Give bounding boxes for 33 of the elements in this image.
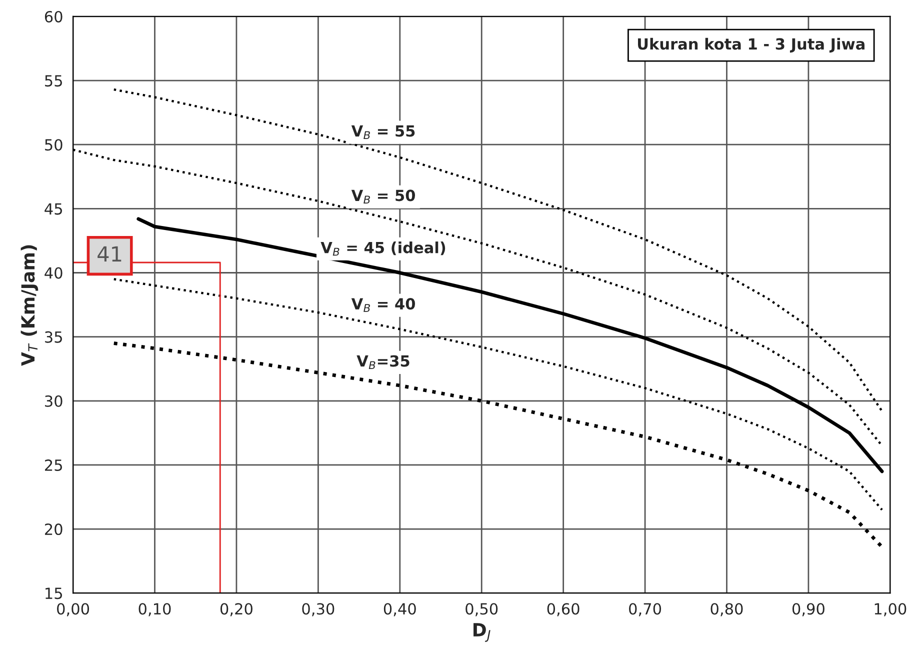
series-label: V$_{B}$ = 55 [351, 125, 415, 140]
y-tick-label: 25 [44, 459, 62, 471]
x-tick-label: 0,10 [138, 603, 171, 616]
x-tick-label: 1,00 [874, 603, 906, 616]
y-tick-label: 15 [46, 588, 62, 600]
x-axis-title: D$_{J}$ [474, 623, 490, 642]
annotation: Ukuran kota 1 - 3 Juta Jiwa [638, 38, 864, 53]
x-tick-label: 0,90 [792, 603, 824, 616]
series-label: V$_{B}$ = 50 [351, 190, 416, 204]
x-tick-label: 0,40 [384, 603, 416, 616]
x-tick-label: 0,80 [710, 603, 743, 616]
y-tick-label: 60 [44, 10, 62, 22]
series-label: V$_{B}$ = 40 [351, 298, 416, 312]
annotation: 41 [98, 246, 122, 262]
line-series [112, 278, 884, 511]
y-tick-label: 50 [45, 139, 62, 151]
series-label: V$_{B}$ = 45 (ideal) [320, 242, 446, 256]
line-series [136, 217, 884, 474]
x-tick-label: 0,50 [466, 603, 498, 616]
y-axis-title: V$_{T}$ (Km/Jam) [20, 245, 38, 366]
line-series [112, 341, 884, 549]
y-tick-label: 45 [44, 203, 62, 215]
y-tick-label: 40 [44, 267, 62, 279]
x-tick-label: 0,70 [629, 603, 662, 616]
x-tick-label: 0,30 [302, 603, 334, 616]
x-tick-label: 0,00 [57, 603, 90, 616]
y-tick-label: 55 [45, 75, 62, 87]
y-tick-label: 35 [45, 331, 62, 343]
x-tick-label: 0,60 [547, 603, 580, 616]
series-label: V$_{B}$=35 [356, 355, 410, 370]
y-tick-label: 20 [44, 523, 62, 536]
y-tick-label: 30 [45, 395, 62, 407]
x-tick-label: 0,20 [220, 603, 252, 616]
